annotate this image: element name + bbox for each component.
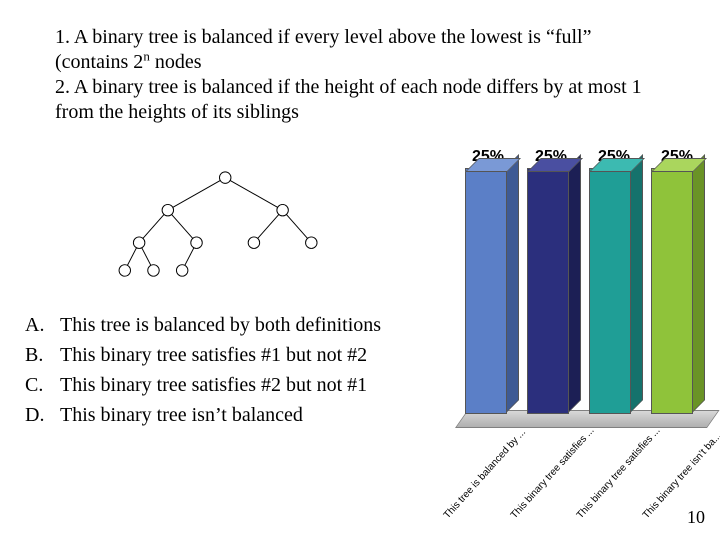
def-1-pre: 1. A binary tree is balanced if every le… [55, 26, 591, 73]
page-number: 10 [687, 507, 705, 528]
answer-row: D. This binary tree isn’t balanced [25, 400, 381, 430]
answer-text: This binary tree isn’t balanced [60, 400, 303, 430]
bar-chart [455, 168, 705, 428]
definitions-block: 1. A binary tree is balanced if every le… [55, 25, 665, 125]
answer-row: A. This tree is balanced by both definit… [25, 310, 381, 340]
def-2: 2. A binary tree is balanced if the heig… [55, 76, 642, 123]
answer-letter: B. [25, 340, 60, 370]
answer-list: A. This tree is balanced by both definit… [25, 310, 381, 430]
answer-row: B. This binary tree satisfies #1 but not… [25, 340, 381, 370]
chart-label: This binary tree isn’t ba... [641, 431, 720, 521]
answer-text: This binary tree satisfies #2 but not #1 [60, 370, 367, 400]
chart-bar [465, 170, 505, 414]
answer-row: C. This binary tree satisfies #2 but not… [25, 370, 381, 400]
def-1-post: nodes [150, 51, 202, 73]
answer-text: This binary tree satisfies #1 but not #2 [60, 340, 367, 370]
answer-letter: D. [25, 400, 60, 430]
chart-bar [527, 170, 567, 414]
answer-letter: A. [25, 310, 60, 340]
chart-labels: This tree is balanced by ...This binary … [445, 425, 715, 535]
answer-text: This tree is balanced by both definition… [60, 310, 381, 340]
chart-bar [589, 170, 629, 414]
answer-letter: C. [25, 370, 60, 400]
binary-tree-diagram [105, 170, 355, 280]
chart-bar [651, 170, 691, 414]
